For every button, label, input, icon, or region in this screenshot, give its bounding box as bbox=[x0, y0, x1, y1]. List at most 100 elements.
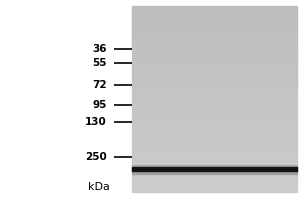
Bar bbox=[132, 11, 297, 12]
Bar bbox=[132, 34, 297, 35]
Bar bbox=[132, 70, 297, 71]
Bar bbox=[132, 147, 297, 149]
Bar bbox=[132, 94, 297, 96]
Bar bbox=[132, 142, 297, 144]
Bar bbox=[132, 56, 297, 57]
Bar bbox=[132, 32, 297, 34]
Bar bbox=[132, 113, 297, 114]
Bar bbox=[132, 178, 297, 180]
Bar bbox=[132, 76, 297, 77]
Bar bbox=[132, 165, 297, 167]
Bar bbox=[132, 6, 297, 8]
Bar bbox=[132, 138, 297, 139]
Bar bbox=[132, 40, 297, 42]
Bar bbox=[132, 79, 297, 80]
Bar bbox=[132, 108, 297, 110]
Bar bbox=[132, 136, 297, 138]
Bar bbox=[132, 74, 297, 76]
Bar bbox=[132, 28, 297, 29]
Bar bbox=[132, 132, 297, 133]
Bar bbox=[132, 102, 297, 104]
Bar bbox=[132, 8, 297, 9]
Bar bbox=[132, 62, 297, 63]
Bar bbox=[132, 54, 297, 56]
Bar bbox=[132, 46, 297, 48]
Bar bbox=[132, 130, 297, 132]
Bar bbox=[132, 119, 297, 121]
Bar bbox=[132, 161, 297, 163]
Bar bbox=[132, 71, 297, 73]
Bar bbox=[132, 118, 297, 119]
Bar bbox=[132, 149, 297, 150]
Bar bbox=[132, 155, 297, 156]
Bar bbox=[132, 17, 297, 18]
Bar bbox=[132, 77, 297, 79]
Bar bbox=[132, 173, 297, 175]
Bar bbox=[132, 87, 297, 88]
Text: 250: 250 bbox=[85, 152, 106, 162]
Bar bbox=[132, 73, 297, 74]
Bar bbox=[132, 83, 297, 85]
Bar bbox=[132, 90, 297, 91]
Bar bbox=[132, 175, 297, 176]
Bar bbox=[132, 49, 297, 51]
Bar bbox=[132, 60, 297, 62]
Bar bbox=[132, 104, 297, 105]
Bar bbox=[132, 43, 297, 45]
Bar bbox=[132, 66, 297, 68]
Text: 36: 36 bbox=[92, 44, 106, 54]
Bar bbox=[132, 158, 297, 159]
Bar bbox=[132, 105, 297, 107]
Bar bbox=[132, 164, 297, 166]
Bar bbox=[132, 31, 297, 32]
Bar bbox=[132, 14, 297, 15]
Bar bbox=[132, 167, 297, 171]
Bar bbox=[132, 183, 297, 184]
Bar bbox=[132, 15, 297, 17]
Bar bbox=[132, 184, 297, 186]
Text: 55: 55 bbox=[92, 58, 106, 68]
Bar bbox=[132, 99, 297, 101]
Bar bbox=[132, 163, 297, 164]
Bar bbox=[132, 97, 297, 99]
Bar bbox=[132, 107, 297, 108]
Bar bbox=[132, 52, 297, 54]
Bar bbox=[132, 18, 297, 20]
Bar bbox=[132, 167, 297, 169]
Bar bbox=[132, 156, 297, 158]
Bar bbox=[132, 91, 297, 93]
Text: kDa: kDa bbox=[88, 182, 110, 192]
Bar bbox=[132, 116, 297, 118]
Bar bbox=[132, 189, 297, 190]
Bar bbox=[132, 80, 297, 82]
Text: 72: 72 bbox=[92, 80, 106, 90]
Bar bbox=[132, 26, 297, 28]
Bar bbox=[132, 45, 297, 46]
Bar bbox=[132, 82, 297, 84]
Bar bbox=[132, 128, 297, 130]
Bar bbox=[132, 190, 297, 192]
Bar bbox=[132, 114, 297, 116]
Bar bbox=[132, 181, 297, 183]
Bar bbox=[132, 51, 297, 52]
Bar bbox=[132, 65, 297, 66]
Bar bbox=[132, 124, 297, 125]
Bar bbox=[132, 172, 297, 173]
Bar bbox=[132, 133, 297, 135]
Bar bbox=[132, 122, 297, 124]
Bar bbox=[132, 20, 297, 21]
Bar bbox=[132, 12, 297, 14]
Bar bbox=[132, 152, 297, 153]
Bar bbox=[132, 153, 297, 155]
Bar bbox=[132, 127, 297, 128]
Bar bbox=[132, 139, 297, 141]
Bar bbox=[132, 166, 297, 167]
Bar bbox=[132, 111, 297, 113]
Bar bbox=[132, 37, 297, 39]
Bar bbox=[132, 85, 297, 87]
Bar bbox=[132, 25, 297, 26]
Bar bbox=[132, 93, 297, 94]
Bar bbox=[132, 159, 297, 161]
Bar bbox=[132, 180, 297, 181]
Bar bbox=[132, 141, 297, 142]
